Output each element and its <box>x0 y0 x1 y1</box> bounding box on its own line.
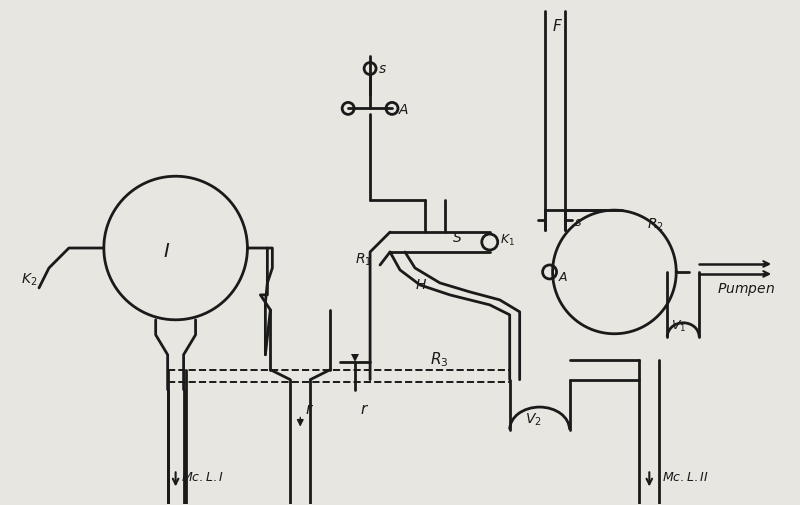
Text: $Mc.L.I$: $Mc.L.I$ <box>181 471 223 484</box>
Text: $H$: $H$ <box>415 278 427 292</box>
Text: $R_1$: $R_1$ <box>355 252 372 268</box>
Text: $R_2$: $R_2$ <box>647 217 664 233</box>
Text: $F$: $F$ <box>551 18 562 34</box>
Text: $Pumpen$: $Pumpen$ <box>717 281 775 298</box>
Text: $I$: $I$ <box>162 243 170 261</box>
Text: $V_1$: $V_1$ <box>671 319 686 334</box>
Text: $Mc.L.II$: $Mc.L.II$ <box>662 471 709 484</box>
Text: $s$: $s$ <box>574 216 582 229</box>
Text: $A$: $A$ <box>398 104 410 117</box>
Text: $S$: $S$ <box>452 231 462 245</box>
Text: $s$: $s$ <box>378 62 387 76</box>
Text: $A$: $A$ <box>558 271 568 284</box>
Text: $r$: $r$ <box>360 402 369 417</box>
Text: $K_2$: $K_2$ <box>21 272 38 288</box>
Text: $V_2$: $V_2$ <box>525 412 542 428</box>
Text: $r$: $r$ <box>306 402 314 417</box>
Text: $K_1$: $K_1$ <box>500 232 514 247</box>
Text: $R_3$: $R_3$ <box>430 350 448 369</box>
